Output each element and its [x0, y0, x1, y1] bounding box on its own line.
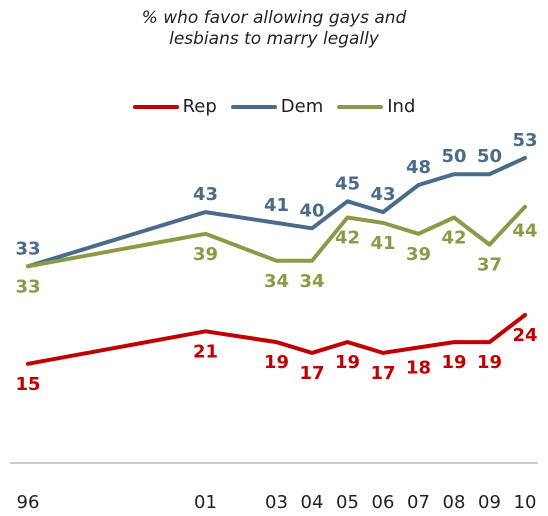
- data-label-rep: 19: [477, 352, 502, 373]
- legend-label: Rep: [182, 96, 217, 117]
- data-label-ind: 33: [15, 276, 40, 297]
- x-tick-label: 06: [372, 492, 395, 513]
- legend-label: Ind: [387, 96, 416, 117]
- data-label-ind: 42: [335, 228, 360, 249]
- x-tick-label: 10: [514, 492, 537, 513]
- data-label-rep: 21: [193, 341, 218, 362]
- data-label-ind: 37: [477, 255, 502, 276]
- data-label-dem: 45: [335, 173, 360, 194]
- data-label-rep: 17: [370, 363, 395, 384]
- data-label-rep: 19: [264, 352, 289, 373]
- data-label-rep: 24: [512, 325, 537, 346]
- data-label-rep: 18: [406, 358, 431, 379]
- data-label-rep: 19: [335, 352, 360, 373]
- legend-item-dem: Dem: [230, 96, 324, 117]
- data-label-rep: 19: [441, 352, 466, 373]
- legend-item-ind: Ind: [337, 96, 415, 117]
- data-label-dem: 43: [193, 184, 218, 205]
- x-tick-label: 08: [443, 492, 466, 513]
- data-label-ind: 34: [264, 271, 289, 292]
- data-label-ind: 44: [512, 221, 537, 242]
- data-label-ind: 42: [441, 228, 466, 249]
- series-line-rep: [26, 313, 527, 366]
- x-tick-label: 96: [17, 492, 40, 513]
- legend-swatch: [132, 104, 179, 109]
- data-label-rep: 15: [15, 374, 40, 395]
- legend-swatch: [337, 104, 384, 109]
- series-line-ind: [26, 204, 527, 269]
- x-tick-label: 03: [265, 492, 288, 513]
- data-label-ind: 39: [406, 244, 431, 265]
- legend-swatch: [230, 104, 277, 109]
- data-label-ind: 34: [299, 271, 324, 292]
- legend-label: Dem: [280, 96, 324, 117]
- data-label-dem: 50: [477, 146, 502, 167]
- data-label-ind: 41: [370, 233, 395, 254]
- data-label-dem: 33: [15, 238, 40, 259]
- chart-title: % who favor allowing gays and lesbians t…: [141, 8, 407, 49]
- x-tick-label: 09: [478, 492, 501, 513]
- data-label-dem: 50: [441, 146, 466, 167]
- data-label-dem: 41: [264, 195, 289, 216]
- series-line-dem: [26, 155, 527, 269]
- legend: Rep Dem Ind: [0, 96, 548, 117]
- data-label-ind: 39: [193, 244, 218, 265]
- data-label-dem: 48: [406, 157, 431, 178]
- x-tick-label: 05: [336, 492, 359, 513]
- legend-item-rep: Rep: [132, 96, 217, 117]
- x-tick-label: 04: [301, 492, 324, 513]
- x-tick-label: 07: [407, 492, 430, 513]
- data-label-rep: 17: [299, 363, 324, 384]
- data-label-dem: 53: [512, 130, 537, 151]
- x-tick-label: 01: [194, 492, 217, 513]
- data-label-dem: 40: [299, 200, 324, 221]
- data-label-dem: 43: [370, 184, 395, 205]
